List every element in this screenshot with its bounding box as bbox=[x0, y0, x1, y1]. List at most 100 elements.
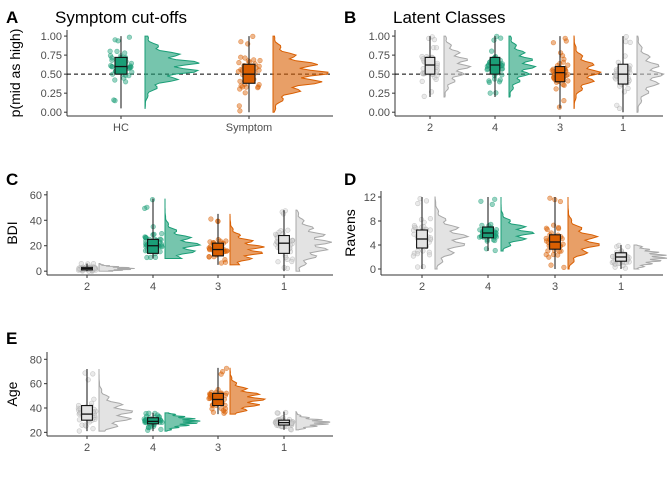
data-point bbox=[223, 390, 229, 396]
data-point bbox=[555, 252, 561, 258]
data-point bbox=[148, 254, 154, 260]
data-point bbox=[415, 264, 421, 270]
data-point bbox=[420, 248, 426, 254]
category-group-3: 3 bbox=[549, 35, 602, 134]
data-point bbox=[109, 71, 116, 77]
y-tick-label: 4 bbox=[370, 240, 376, 252]
y-tick-label: 80 bbox=[30, 354, 42, 366]
data-point bbox=[419, 78, 425, 84]
data-point bbox=[76, 428, 82, 434]
data-point bbox=[484, 238, 490, 244]
data-point bbox=[426, 249, 432, 255]
density-cloud bbox=[508, 35, 537, 98]
data-point bbox=[275, 259, 281, 265]
y-tick-label: 8 bbox=[370, 216, 376, 228]
data-point bbox=[627, 39, 633, 46]
data-point bbox=[238, 39, 244, 45]
data-point bbox=[489, 201, 495, 207]
data-point bbox=[126, 34, 132, 40]
data-point bbox=[427, 235, 434, 241]
data-point bbox=[112, 77, 118, 83]
data-point bbox=[144, 204, 150, 210]
data-point bbox=[143, 235, 149, 241]
data-point bbox=[563, 38, 569, 44]
y-axis-label: Age bbox=[4, 381, 20, 406]
box bbox=[114, 56, 128, 75]
data-point bbox=[421, 93, 427, 99]
data-point bbox=[158, 426, 164, 433]
box bbox=[278, 234, 290, 254]
data-point bbox=[487, 90, 493, 96]
density-cloud bbox=[295, 209, 333, 272]
data-point bbox=[559, 53, 566, 59]
category-group-symptom: Symptom bbox=[226, 33, 329, 134]
data-point bbox=[431, 44, 437, 51]
data-point bbox=[222, 406, 229, 412]
data-point bbox=[82, 422, 88, 428]
data-point bbox=[250, 33, 256, 40]
data-point bbox=[561, 264, 567, 271]
data-point bbox=[237, 108, 243, 114]
density-cloud bbox=[500, 197, 535, 252]
density-cloud bbox=[144, 35, 200, 109]
data-point bbox=[485, 66, 491, 72]
data-point bbox=[614, 102, 620, 108]
data-point bbox=[426, 252, 433, 258]
data-point bbox=[486, 78, 492, 84]
data-point bbox=[625, 244, 631, 250]
data-point bbox=[289, 420, 295, 426]
x-tick-label: 3 bbox=[215, 281, 221, 293]
x-tick-label: 3 bbox=[557, 122, 563, 134]
data-point bbox=[285, 227, 291, 233]
data-point bbox=[565, 78, 571, 84]
data-point bbox=[224, 248, 230, 254]
category-group-4: 4 bbox=[484, 33, 537, 134]
data-point bbox=[255, 85, 261, 91]
y-axis-label: p(mid as high) bbox=[7, 29, 23, 118]
data-point bbox=[546, 254, 552, 260]
panel-label: C bbox=[6, 170, 18, 189]
data-point bbox=[256, 81, 262, 88]
data-point bbox=[553, 86, 559, 92]
category-group-1: 1 bbox=[272, 409, 331, 454]
x-tick-label: 2 bbox=[419, 281, 425, 293]
panel-title: Latent Classes bbox=[393, 8, 505, 27]
data-point bbox=[218, 260, 224, 266]
data-point bbox=[434, 60, 440, 66]
data-point bbox=[222, 257, 228, 263]
density-cloud bbox=[98, 262, 135, 272]
density-cloud bbox=[295, 411, 331, 431]
data-point bbox=[433, 76, 439, 82]
data-point bbox=[548, 262, 554, 268]
y-tick-label: 0.50 bbox=[369, 69, 390, 81]
data-point bbox=[237, 78, 243, 84]
data-point bbox=[427, 216, 434, 222]
y-tick-label: 0 bbox=[370, 264, 376, 276]
data-point bbox=[112, 37, 118, 43]
density-cloud bbox=[573, 35, 602, 109]
data-point bbox=[609, 254, 616, 260]
category-group-4: 4 bbox=[476, 196, 535, 293]
density-cloud bbox=[164, 198, 202, 260]
data-point bbox=[557, 198, 564, 205]
data-point bbox=[90, 371, 96, 377]
data-point bbox=[207, 247, 213, 253]
density-cloud bbox=[164, 412, 201, 432]
data-point bbox=[428, 236, 434, 243]
x-tick-label: 2 bbox=[427, 122, 433, 134]
category-group-3: 3 bbox=[543, 195, 600, 293]
density-cloud bbox=[98, 369, 134, 432]
data-point bbox=[623, 33, 629, 40]
density-cloud bbox=[567, 197, 600, 270]
x-tick-label: 2 bbox=[84, 281, 90, 293]
x-tick-label: 1 bbox=[620, 122, 626, 134]
x-tick-label: 3 bbox=[552, 281, 558, 293]
data-point bbox=[489, 48, 495, 54]
data-point bbox=[560, 81, 566, 88]
data-point bbox=[218, 371, 224, 377]
y-tick-label: 12 bbox=[364, 192, 376, 204]
data-point bbox=[543, 235, 549, 241]
data-point bbox=[129, 69, 135, 75]
category-group-2: 2 bbox=[419, 34, 472, 134]
data-point bbox=[288, 427, 294, 433]
